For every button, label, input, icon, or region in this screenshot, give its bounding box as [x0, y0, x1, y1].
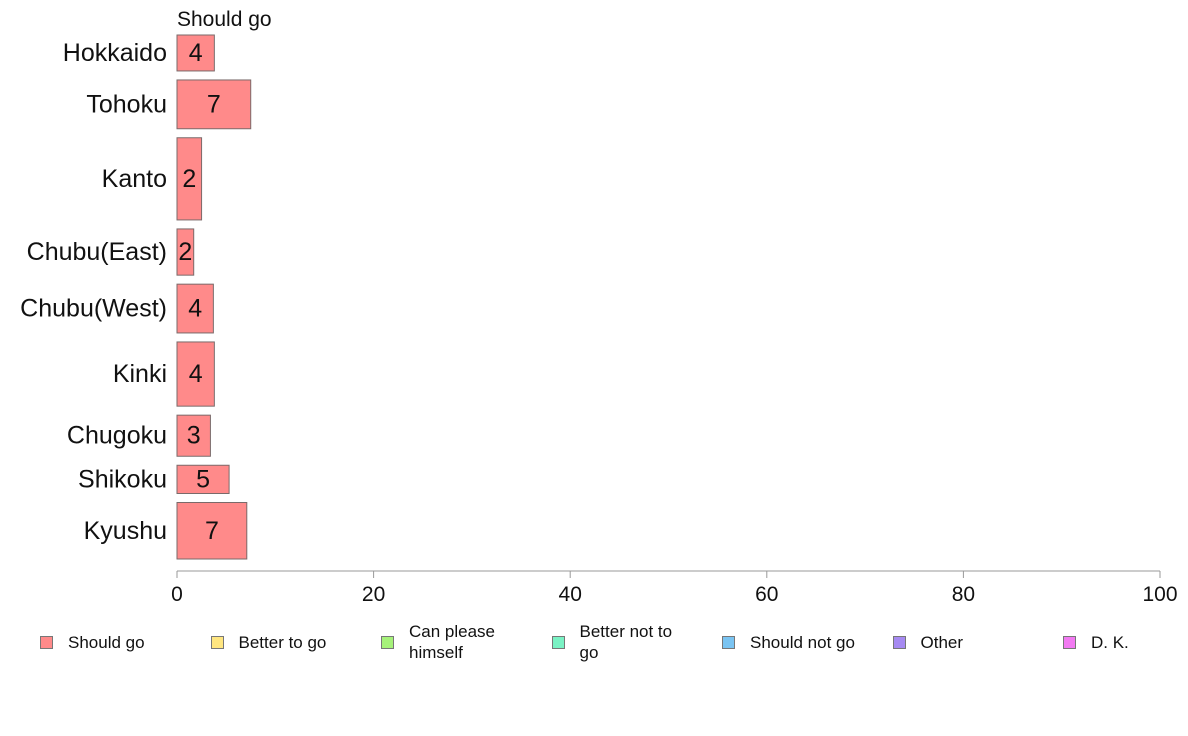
category-label: Shikoku	[78, 465, 167, 493]
data-label: 4	[189, 39, 203, 67]
data-label: 5	[196, 465, 210, 493]
bar	[176, 79, 252, 130]
legend-label: Better to go	[238, 632, 327, 652]
x-tick-label: 20	[362, 583, 385, 606]
series-title: Should go	[177, 8, 272, 31]
legend: Should go Better to go Can please himself B…	[0, 620, 1188, 670]
x-tick-label: 0	[171, 583, 183, 606]
legend-item: Other	[892, 620, 964, 664]
x-tick-label: 80	[952, 583, 975, 606]
legend-swatch	[210, 635, 224, 649]
category-label: Tohoku	[86, 90, 167, 118]
bar	[176, 283, 214, 334]
chart: Should go Hokkaido 4 Tohoku 7 Kanto 2 Chubu(Ea…	[20, 8, 1178, 606]
data-label: 7	[205, 517, 219, 545]
category-label: Chubu(West)	[20, 295, 167, 323]
legend-label: Should not go	[750, 632, 855, 652]
category-label: Kinki	[113, 360, 167, 388]
legend-swatch	[551, 635, 565, 649]
data-label: 4	[189, 360, 203, 388]
data-label: 4	[188, 295, 202, 323]
legend-label: Better not to go	[579, 622, 673, 662]
legend-swatch	[892, 635, 906, 649]
legend-item: Better to go	[210, 620, 327, 664]
legend-label: Should go	[68, 632, 145, 652]
category-label: Kyushu	[84, 517, 167, 545]
data-label: 3	[187, 422, 201, 450]
bar	[176, 228, 195, 276]
legend-label: D. K.	[1091, 632, 1129, 652]
x-tick-label: 100	[1142, 583, 1177, 606]
category-label: Chugoku	[67, 422, 167, 450]
x-tick-label: 60	[755, 583, 778, 606]
bar	[176, 414, 211, 457]
data-label: 2	[182, 165, 196, 193]
legend-label: Can please himself	[409, 622, 496, 662]
bar	[176, 137, 203, 221]
x-axis: 0 20 40 60 80 100	[171, 570, 1178, 606]
x-tick-label: 40	[559, 583, 582, 606]
legend-swatch	[381, 635, 394, 649]
data-label: 2	[178, 238, 192, 266]
legend-swatch	[722, 635, 735, 649]
legend-item: D. K.	[1063, 620, 1129, 664]
category-label: Chubu(East)	[27, 238, 167, 266]
data-label: 7	[207, 90, 221, 118]
legend-item: Can please himself	[381, 620, 519, 664]
category-label: Hokkaido	[63, 39, 167, 67]
bar	[176, 34, 215, 72]
bars-group: Hokkaido 4 Tohoku 7 Kanto 2 Chubu(East) 2 Chubu(…	[20, 34, 252, 560]
bar	[176, 341, 215, 407]
category-label: Kanto	[102, 165, 167, 193]
legend-label: Other	[920, 632, 964, 652]
legend-item: Should not go	[722, 620, 855, 664]
legend-item: Better not to go	[551, 620, 690, 664]
legend-swatch	[40, 635, 53, 649]
bar	[176, 464, 230, 494]
legend-swatch	[1063, 635, 1076, 649]
legend-item: Should go	[40, 620, 145, 664]
bar	[176, 502, 248, 560]
